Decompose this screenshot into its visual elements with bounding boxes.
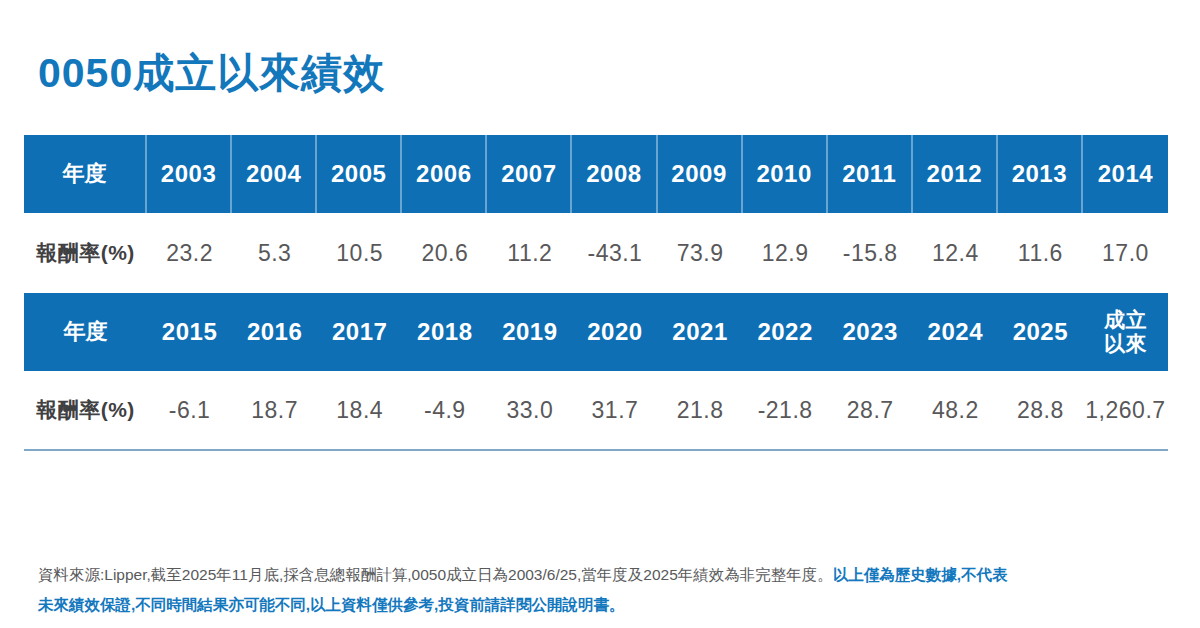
return-value-cell: 48.2 bbox=[913, 371, 998, 449]
year-header-cell: 成立以來 bbox=[1083, 293, 1168, 371]
return-value-cell: 12.4 bbox=[913, 213, 998, 293]
table1-returns-row: 報酬率(%) 23.25.310.520.611.2-43.173.912.9-… bbox=[24, 213, 1168, 293]
footer-disclaimer: 資料來源:Lipper,截至2025年11月底,採含息總報酬計算,0050成立日… bbox=[38, 560, 1178, 620]
return-value-cell: 12.9 bbox=[743, 213, 828, 293]
year-header-cell: 2013 bbox=[998, 135, 1083, 213]
table1-row-label: 報酬率(%) bbox=[24, 213, 147, 293]
return-value-cell: 21.8 bbox=[658, 371, 743, 449]
year-header-cell: 2007 bbox=[487, 135, 572, 213]
return-value-cell: 28.7 bbox=[828, 371, 913, 449]
return-value-cell: -15.8 bbox=[828, 213, 913, 293]
year-header-cell: 2005 bbox=[317, 135, 402, 213]
year-header-cell: 2011 bbox=[828, 135, 913, 213]
year-header-cell: 2006 bbox=[402, 135, 487, 213]
return-value-cell: -43.1 bbox=[572, 213, 657, 293]
year-header-cell: 2003 bbox=[147, 135, 232, 213]
return-value-cell: 20.6 bbox=[402, 213, 487, 293]
return-value-cell: -6.1 bbox=[147, 371, 232, 449]
year-header-cell: 2017 bbox=[317, 293, 402, 371]
year-header-cell: 2009 bbox=[658, 135, 743, 213]
return-value-cell: 31.7 bbox=[572, 371, 657, 449]
footer-source-text: 資料來源:Lipper,截至2025年11月底,採含息總報酬計算,0050成立日… bbox=[38, 566, 833, 583]
return-value-cell: 11.6 bbox=[998, 213, 1083, 293]
year-header-cell: 2016 bbox=[232, 293, 317, 371]
performance-tables: 年度 2003200420052006200720082009201020112… bbox=[24, 135, 1168, 451]
return-value-cell: 73.9 bbox=[658, 213, 743, 293]
year-header-cell: 2019 bbox=[487, 293, 572, 371]
table2-header-row: 年度 2015201620172018201920202021202220232… bbox=[24, 293, 1168, 371]
footer-warning-text-line2: 未來績效保證,不同時間結果亦可能不同,以上資料僅供參考,投資前請詳閱公開說明書。 bbox=[38, 596, 624, 613]
year-header-cell: 2021 bbox=[658, 293, 743, 371]
footer-warning-text-line1: 以上僅為歷史數據,不代表 bbox=[833, 566, 1008, 583]
return-value-cell: 5.3 bbox=[232, 213, 317, 293]
year-header-cell: 2004 bbox=[232, 135, 317, 213]
year-header-cell: 2008 bbox=[572, 135, 657, 213]
return-value-cell: -4.9 bbox=[402, 371, 487, 449]
year-header-cell: 2018 bbox=[402, 293, 487, 371]
return-value-cell: 18.7 bbox=[232, 371, 317, 449]
return-value-cell: 23.2 bbox=[147, 213, 232, 293]
return-value-cell: 10.5 bbox=[317, 213, 402, 293]
page-title: 0050成立以來績效 bbox=[38, 46, 1200, 101]
year-header-cell: 2015 bbox=[147, 293, 232, 371]
table2-year-label: 年度 bbox=[24, 293, 147, 371]
return-value-cell: 11.2 bbox=[487, 213, 572, 293]
table1-header-row: 年度 2003200420052006200720082009201020112… bbox=[24, 135, 1168, 213]
table1-year-label: 年度 bbox=[24, 135, 147, 213]
return-value-cell: 33.0 bbox=[487, 371, 572, 449]
year-header-cell: 2020 bbox=[572, 293, 657, 371]
table2-row-label: 報酬率(%) bbox=[24, 371, 147, 449]
return-value-cell: -21.8 bbox=[743, 371, 828, 449]
return-value-cell: 28.8 bbox=[998, 371, 1083, 449]
year-header-cell: 2022 bbox=[743, 293, 828, 371]
year-header-cell: 2012 bbox=[913, 135, 998, 213]
year-header-cell: 2014 bbox=[1083, 135, 1168, 213]
year-header-cell: 2024 bbox=[913, 293, 998, 371]
return-value-cell: 1,260.7 bbox=[1083, 371, 1168, 449]
return-value-cell: 18.4 bbox=[317, 371, 402, 449]
table2-returns-row: 報酬率(%) -6.118.718.4-4.933.031.721.8-21.8… bbox=[24, 371, 1168, 451]
year-header-cell: 2023 bbox=[828, 293, 913, 371]
return-value-cell: 17.0 bbox=[1083, 213, 1168, 293]
year-header-cell: 2025 bbox=[998, 293, 1083, 371]
year-header-cell: 2010 bbox=[743, 135, 828, 213]
